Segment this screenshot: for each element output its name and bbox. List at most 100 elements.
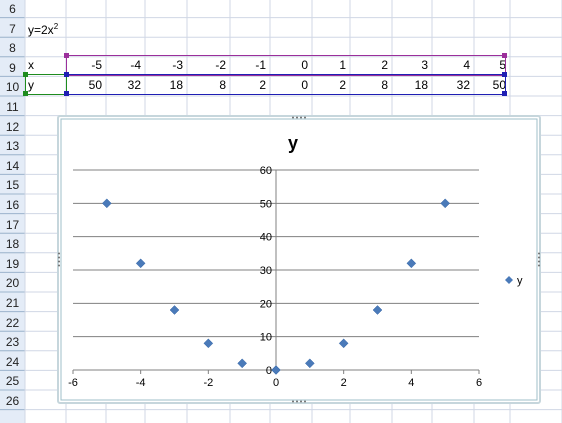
chart-resize-handle[interactable] (296, 116, 298, 119)
x-value-cell[interactable]: -4 (130, 58, 141, 72)
y-value-cell[interactable]: 2 (339, 78, 346, 92)
x-value-cell[interactable]: 0 (301, 58, 308, 72)
x-tick-label: -6 (68, 377, 78, 389)
row-header-19[interactable]: 19 (5, 256, 20, 271)
row-header-17[interactable]: 17 (5, 217, 20, 232)
x-label-cell[interactable]: x (28, 58, 34, 72)
x-range-handle-tl[interactable] (64, 53, 69, 58)
y-value-cell[interactable]: 50 (492, 78, 506, 92)
chart-resize-handle[interactable] (300, 400, 302, 403)
x-value-cell[interactable]: 2 (381, 58, 388, 72)
row-header-12[interactable]: 12 (5, 119, 20, 134)
chart-resize-handle[interactable] (58, 256, 60, 259)
row-header-11[interactable]: 11 (6, 100, 19, 114)
x-range-handle-tr[interactable] (502, 53, 507, 58)
formula-cell[interactable]: y=2x2 (28, 17, 58, 37)
x-value-cell[interactable]: 4 (463, 58, 470, 72)
data-point[interactable] (203, 338, 214, 349)
data-point[interactable] (271, 365, 281, 375)
y-value-cell[interactable]: 2 (259, 78, 266, 92)
chart-resize-handle[interactable] (300, 116, 302, 119)
row-header-7[interactable]: 7 (9, 21, 16, 36)
y-range-handle-tl[interactable] (64, 72, 69, 77)
chart-resize-handle[interactable] (538, 264, 540, 267)
chart-resize-handle[interactable] (538, 256, 540, 259)
label-range-handle-bl[interactable] (23, 91, 28, 96)
data-point[interactable] (237, 358, 248, 369)
row-header-8[interactable]: 8 (9, 41, 16, 56)
y-tick-label: 10 (260, 332, 272, 344)
chart-resize-handle[interactable] (304, 400, 306, 403)
row-header-13[interactable]: 13 (5, 139, 20, 154)
x-range-selection[interactable] (66, 55, 506, 76)
chart-resize-handle[interactable] (58, 264, 60, 267)
chart-resize-handle[interactable] (296, 400, 298, 403)
data-point[interactable] (169, 305, 180, 315)
y-value-cell[interactable]: 18 (169, 78, 183, 92)
x-tick-label: 4 (408, 377, 414, 389)
row-header-6[interactable]: 6 (9, 2, 16, 16)
x-value-cell[interactable]: -2 (215, 58, 226, 72)
label-range-handle-tl[interactable] (23, 72, 28, 77)
chart-resize-handle[interactable] (58, 252, 60, 255)
x-value-cell[interactable]: -3 (172, 58, 183, 72)
x-value-cell[interactable]: 3 (421, 58, 428, 72)
row-header-16[interactable]: 16 (5, 198, 20, 212)
y-value-cell[interactable]: 32 (127, 78, 141, 92)
chart-resize-handle[interactable] (538, 260, 540, 263)
y-value-cell[interactable]: 18 (414, 78, 428, 92)
chart-frame[interactable] (57, 115, 541, 404)
y-tick-label: 20 (260, 298, 272, 310)
x-value-cell[interactable]: -1 (255, 58, 266, 72)
data-point[interactable] (304, 358, 315, 369)
y-value-cell[interactable]: 0 (301, 78, 308, 92)
row-header-14[interactable]: 14 (5, 158, 20, 173)
y-tick-label: 30 (260, 265, 272, 277)
y-range-handle-bl[interactable] (64, 91, 69, 96)
y-tick-label: 50 (260, 198, 272, 210)
row-header-20[interactable]: 20 (5, 276, 20, 291)
row-header-15[interactable]: 15 (5, 178, 20, 193)
row-header-23[interactable]: 23 (5, 335, 20, 350)
y-value-cell[interactable]: 8 (381, 78, 388, 92)
y-tick-label: 0 (266, 365, 272, 377)
x-tick-label: 2 (341, 377, 347, 389)
row-header-24[interactable]: 24 (5, 354, 20, 369)
y-label-cell[interactable]: y (28, 78, 34, 92)
row-header-25[interactable]: 25 (5, 374, 20, 389)
y-range-handle-tr[interactable] (502, 72, 507, 77)
data-point[interactable] (406, 258, 417, 269)
row-header-18[interactable]: 18 (5, 237, 20, 252)
row-header-21[interactable]: 21 (5, 296, 20, 310)
chart-inner-frame (60, 118, 538, 401)
chart-resize-handle[interactable] (292, 116, 294, 119)
y-value-cell[interactable]: 32 (456, 78, 470, 92)
data-point[interactable] (338, 338, 349, 349)
data-point[interactable] (372, 305, 383, 315)
y-range-selection[interactable] (66, 74, 506, 95)
chart-resize-handle[interactable] (58, 260, 60, 263)
legend-marker (505, 276, 513, 284)
chart-resize-handle[interactable] (538, 252, 540, 255)
label-range-selection[interactable] (25, 74, 67, 95)
row-header-9[interactable]: 9 (9, 60, 16, 75)
row-header-26[interactable]: 26 (5, 394, 20, 408)
x-value-cell[interactable]: 5 (499, 58, 506, 72)
x-value-cell[interactable]: -5 (91, 58, 102, 72)
chart-resize-handle[interactable] (304, 116, 306, 119)
chart-resize-handle[interactable] (292, 400, 294, 403)
data-point[interactable] (440, 198, 451, 209)
x-tick-label: 6 (476, 377, 482, 389)
y-range-handle-br[interactable] (502, 91, 507, 96)
x-value-cell[interactable]: 1 (339, 58, 346, 72)
x-tick-label: -2 (203, 377, 213, 389)
y-value-cell[interactable]: 8 (219, 78, 226, 92)
y-value-cell[interactable]: 50 (88, 78, 102, 92)
data-point[interactable] (135, 258, 146, 269)
row-header-22[interactable]: 22 (5, 315, 20, 330)
scatter-chart[interactable]: y 0 10 20 30 40 50 60 -6 -4 -2 0 2 4 6 y (57, 115, 541, 404)
x-tick-label: -4 (136, 377, 146, 389)
row-header-10[interactable]: 10 (5, 80, 20, 95)
data-point[interactable] (101, 198, 112, 209)
x-tick-label: 0 (273, 377, 279, 389)
